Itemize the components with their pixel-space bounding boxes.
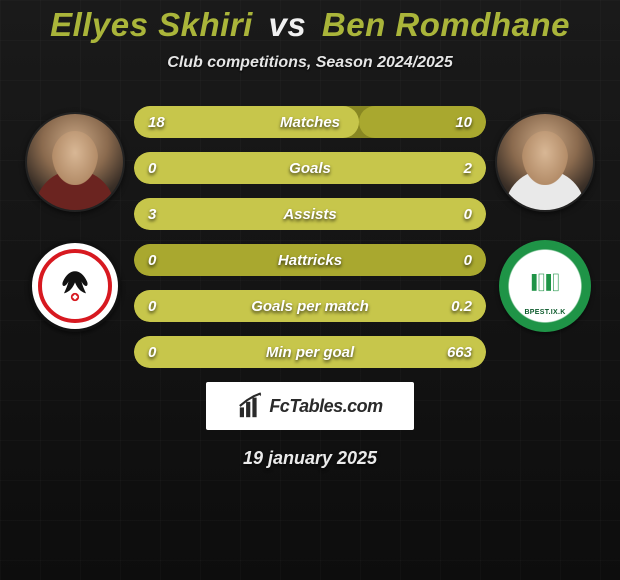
stat-label: Hattricks: [278, 252, 342, 269]
eagle-icon: [52, 263, 98, 309]
stat-label: Min per goal: [266, 344, 354, 361]
stat-value-right: 663: [447, 344, 472, 361]
player1-avatar: [25, 112, 125, 212]
stat-value-right: 10: [455, 114, 472, 131]
player2-avatar: [495, 112, 595, 212]
comparison-card: Ellyes Skhiri vs Ben Romdhane Club compe…: [0, 0, 620, 580]
stat-value-right: 0: [464, 252, 472, 269]
watermark-text: FcTables.com: [269, 396, 382, 417]
stat-label: Matches: [280, 114, 340, 131]
stat-value-left: 3: [148, 206, 156, 223]
stat-row: 0 Goals per match 0.2: [134, 290, 486, 322]
stat-bars: 18 Matches 10 0 Goals 2 3 Assists 0 0 Hattricks 0 0 G…: [134, 102, 486, 368]
subtitle: Club competitions, Season 2024/2025: [167, 54, 452, 72]
player1-club-badge: [29, 240, 121, 332]
player2-club-badge: BPEST.IX.K: [499, 240, 591, 332]
player1-name: Ellyes Skhiri: [50, 6, 253, 43]
fctables-icon: [237, 392, 265, 420]
stat-value-left: 0: [148, 252, 156, 269]
comparison-body: 18 Matches 10 0 Goals 2 3 Assists 0 0 Hattricks 0 0 G…: [0, 102, 620, 368]
stat-row: 18 Matches 10: [134, 106, 486, 138]
stat-value-right: 0.2: [451, 298, 472, 315]
stat-row: 0 Goals 2: [134, 152, 486, 184]
stat-value-left: 0: [148, 298, 156, 315]
stat-value-right: 0: [464, 206, 472, 223]
stat-row: 0 Hattricks 0: [134, 244, 486, 276]
player2-name: Ben Romdhane: [322, 6, 570, 43]
stat-row: 0 Min per goal 663: [134, 336, 486, 368]
left-column: [20, 102, 130, 332]
stat-value-left: 18: [148, 114, 165, 131]
club2-text: BPEST.IX.K: [524, 309, 565, 316]
stat-label: Goals: [289, 160, 331, 177]
date-label: 19 january 2025: [243, 448, 377, 469]
right-column: BPEST.IX.K: [490, 102, 600, 332]
watermark: FcTables.com: [206, 382, 414, 430]
stat-label: Assists: [283, 206, 336, 223]
page-title: Ellyes Skhiri vs Ben Romdhane: [50, 6, 570, 44]
stat-row: 3 Assists 0: [134, 198, 486, 230]
stat-value-right: 2: [464, 160, 472, 177]
club-stripes-icon: [515, 256, 575, 316]
stat-label: Goals per match: [251, 298, 369, 315]
stat-value-left: 0: [148, 344, 156, 361]
vs-label: vs: [269, 6, 307, 43]
stat-value-left: 0: [148, 160, 156, 177]
